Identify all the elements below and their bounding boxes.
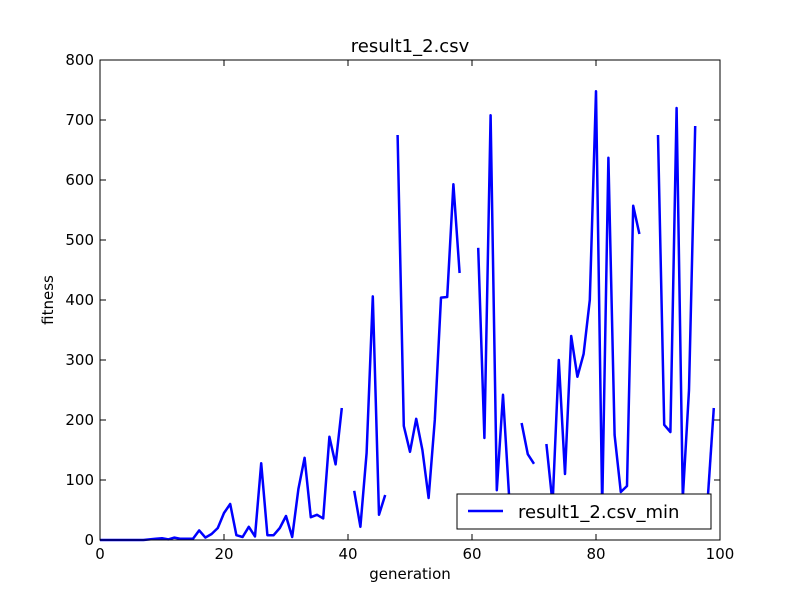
- series-line-segment: [656, 106, 697, 500]
- x-tick-label: 100: [706, 545, 735, 563]
- series-line-segment: [396, 134, 461, 500]
- x-axis-label: generation: [369, 565, 451, 583]
- y-tick-label: 0: [84, 531, 94, 549]
- chart-title: result1_2.csv: [351, 36, 470, 57]
- y-tick-label: 500: [65, 231, 94, 249]
- x-axis: 0 20 40 60 80 100: [95, 60, 734, 563]
- x-tick-label: 0: [95, 545, 105, 563]
- x-tick-label: 60: [462, 545, 481, 563]
- y-tick-label: 400: [65, 291, 94, 309]
- series-line-segment: [520, 422, 536, 465]
- series-line-segment: [476, 113, 511, 499]
- x-tick-label: 80: [586, 545, 605, 563]
- series-line-segment: [352, 295, 387, 529]
- series-line-segment: [706, 407, 716, 502]
- y-tick-label: 100: [65, 471, 94, 489]
- series-line-segment: [545, 89, 641, 509]
- y-tick-label: 200: [65, 411, 94, 429]
- y-tick-label: 300: [65, 351, 94, 369]
- y-tick-label: 800: [65, 51, 94, 69]
- y-tick-label: 700: [65, 111, 94, 129]
- y-axis: 0 100 200 300 400 500 600 700 800: [65, 51, 720, 549]
- legend-label: result1_2.csv_min: [518, 502, 679, 523]
- y-axis-label: fitness: [39, 275, 57, 325]
- y-tick-label: 600: [65, 171, 94, 189]
- x-tick-label: 40: [338, 545, 357, 563]
- legend: result1_2.csv_min: [456, 493, 712, 530]
- x-tick-label: 20: [214, 545, 233, 563]
